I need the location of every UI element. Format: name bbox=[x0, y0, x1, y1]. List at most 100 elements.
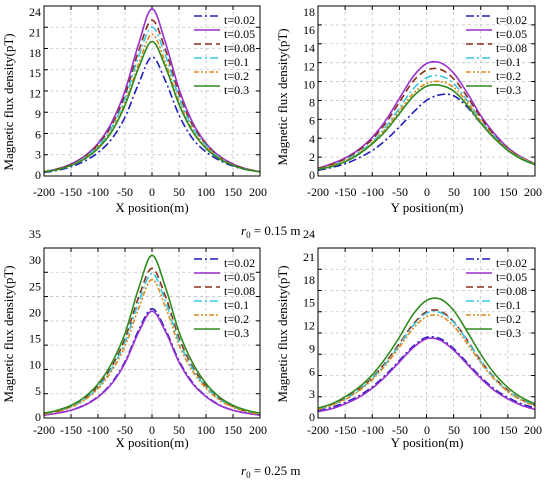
caption-symbol: r bbox=[241, 463, 247, 478]
y-axis-title-top-left: Magnetic flux density(pT) bbox=[1, 33, 16, 170]
series-line-t-0-2 bbox=[317, 314, 536, 411]
y-tick-label: 30 bbox=[29, 253, 41, 267]
y-tick-label: 10 bbox=[303, 77, 315, 91]
y-tick-label: 24 bbox=[29, 5, 41, 19]
x-tick-label: 200 bbox=[249, 185, 267, 199]
x-tick-label: -200 bbox=[33, 423, 55, 437]
legend-label: t=0.02 bbox=[224, 13, 255, 27]
legend-label: t=0.08 bbox=[496, 41, 527, 55]
legend-bottom-left: t=0.02 t=0.05 t=0.08 t=0.1 t=0.2 t=0.3 bbox=[224, 256, 255, 340]
y-tick-label: 0 bbox=[35, 168, 41, 182]
legend-label: t=0.2 bbox=[496, 69, 521, 83]
y-tick-label: 24 bbox=[303, 227, 315, 241]
series-line-t-0-05 bbox=[317, 337, 536, 413]
plot-area-bottom-right bbox=[317, 247, 536, 419]
plot-frame bbox=[43, 247, 261, 419]
legend-label: t=0.2 bbox=[496, 312, 521, 326]
x-axis-title-top-left: X position(m) bbox=[115, 200, 188, 215]
legend-label: t=0.3 bbox=[224, 326, 249, 340]
x-tick-label: -100 bbox=[87, 423, 109, 437]
y-ticks-bottom-right: 0 3 6 9 12 15 18 21 24 bbox=[303, 227, 315, 424]
x-tick-label: 150 bbox=[500, 185, 518, 199]
legend-top-right: t=0.02 t=0.05 t=0.08 t=0.1 t=0.2 t=0.3 bbox=[496, 13, 527, 97]
series-line-t-0-3 bbox=[317, 83, 536, 171]
x-tick-label: 0 bbox=[149, 423, 155, 437]
chart-panel-top-left: Magnetic flux density(pT) X position(m) … bbox=[1, 5, 267, 215]
legend-label: t=0.1 bbox=[496, 298, 521, 312]
y-ticks-top-right: 0 2 4 6 8 10 12 14 16 18 bbox=[303, 5, 315, 182]
caption-top-row: r0 = 0.15 m bbox=[241, 223, 301, 240]
x-tick-label: -50 bbox=[117, 185, 133, 199]
legend-label: t=0.02 bbox=[224, 256, 255, 270]
chart-panel-top-right: Magnetic flux density(pT) Y position(m) … bbox=[275, 5, 542, 215]
plot-frame bbox=[317, 5, 536, 177]
y-tick-label: 0 bbox=[309, 410, 315, 424]
caption-subscript: 0 bbox=[246, 230, 251, 240]
series-line-t-0-08 bbox=[317, 309, 536, 410]
y-axis-title-bottom-left: Magnetic flux density(pT) bbox=[1, 265, 16, 402]
y-tick-label: 5 bbox=[35, 384, 41, 398]
caption-value: = 0.15 m bbox=[251, 223, 301, 238]
y-tick-label: 20 bbox=[29, 305, 41, 319]
y-tick-label: 15 bbox=[29, 66, 41, 80]
x-tick-label: 150 bbox=[500, 423, 518, 437]
legend-label: t=0.05 bbox=[496, 27, 527, 41]
x-tick-label: 0 bbox=[424, 185, 430, 199]
series-line-t-0-02 bbox=[43, 56, 261, 174]
y-ticks-top-left: 0 3 6 9 12 15 18 21 24 bbox=[29, 5, 41, 182]
plot-frame bbox=[43, 5, 261, 177]
plot-area-top-left bbox=[43, 5, 261, 177]
legend-label: t=0.3 bbox=[496, 326, 521, 340]
legend-label: t=0.3 bbox=[496, 83, 521, 97]
caption-value: = 0.25 m bbox=[251, 463, 301, 478]
y-tick-label: 21 bbox=[303, 250, 315, 264]
legend-label: t=0.08 bbox=[224, 284, 255, 298]
legend-label: t=0.1 bbox=[496, 55, 521, 69]
series-line-t-0-2 bbox=[43, 278, 261, 415]
legend-label: t=0.1 bbox=[224, 298, 249, 312]
x-tick-label: -50 bbox=[117, 423, 133, 437]
x-tick-label: 100 bbox=[472, 423, 490, 437]
y-tick-label: 3 bbox=[309, 387, 315, 401]
x-ticks-bottom-left: -200 -150 -100 -50 0 50 100 150 200 bbox=[33, 423, 267, 437]
y-tick-label: 18 bbox=[303, 5, 315, 19]
y-tick-label: 15 bbox=[29, 332, 41, 346]
x-tick-label: -100 bbox=[87, 185, 109, 199]
y-tick-label: 2 bbox=[309, 150, 315, 164]
x-tick-label: -50 bbox=[392, 423, 408, 437]
legend-label: t=0.08 bbox=[224, 41, 255, 55]
y-axis-title-bottom-right: Magnetic flux density(pT) bbox=[275, 265, 290, 402]
legend-label: t=0.02 bbox=[496, 13, 527, 27]
legend-bottom-right: t=0.02 t=0.05 t=0.08 t=0.1 t=0.2 t=0.3 bbox=[496, 256, 527, 340]
y-tick-label: 4 bbox=[309, 132, 315, 146]
legend-label: t=0.2 bbox=[224, 312, 249, 326]
x-tick-label: -100 bbox=[362, 185, 384, 199]
x-tick-label: 200 bbox=[524, 423, 542, 437]
legend-label: t=0.02 bbox=[496, 256, 527, 270]
x-ticks-top-left: -200 -150 -100 -50 0 50 100 150 200 bbox=[33, 185, 267, 199]
y-tick-label: 8 bbox=[309, 96, 315, 110]
series-line-t-0-3 bbox=[43, 40, 261, 173]
x-tick-label: 100 bbox=[197, 423, 215, 437]
y-tick-label: 9 bbox=[309, 341, 315, 355]
x-tick-label: 50 bbox=[448, 185, 460, 199]
legend-label: t=0.3 bbox=[224, 83, 249, 97]
caption-subscript: 0 bbox=[246, 470, 251, 480]
x-tick-label: 100 bbox=[197, 185, 215, 199]
y-tick-label: 18 bbox=[29, 46, 41, 60]
x-axis-title-bottom-right: Y position(m) bbox=[391, 435, 464, 450]
y-tick-label: 15 bbox=[303, 296, 315, 310]
x-tick-label: 100 bbox=[472, 185, 490, 199]
series-line-t-0-3 bbox=[317, 297, 536, 409]
y-tick-label: 9 bbox=[35, 107, 41, 121]
x-tick-label: 0 bbox=[149, 185, 155, 199]
y-tick-label: 6 bbox=[35, 127, 41, 141]
x-tick-label: 50 bbox=[448, 423, 460, 437]
y-tick-label: 10 bbox=[29, 358, 41, 372]
legend-label: t=0.08 bbox=[496, 284, 527, 298]
y-tick-label: 6 bbox=[309, 114, 315, 128]
series-line-t-0-1 bbox=[317, 310, 536, 411]
legend-top-left: t=0.02 t=0.05 t=0.08 t=0.1 t=0.2 t=0.3 bbox=[224, 13, 255, 97]
x-tick-label: -100 bbox=[362, 423, 384, 437]
